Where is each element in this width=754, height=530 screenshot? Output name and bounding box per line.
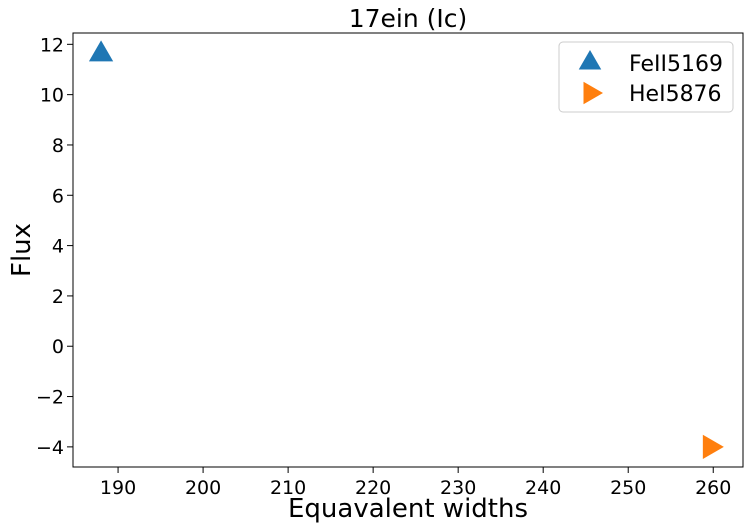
x-tick-label: 230 [440,477,476,499]
y-axis-label: Flux [7,223,37,277]
plot-frame [72,32,744,468]
legend-label-hei5876: HeI5876 [629,82,722,107]
x-tick-label: 190 [100,477,136,499]
legend-box [558,41,734,113]
x-tick-label: 260 [695,477,731,499]
data-point-hei5876 [702,434,724,459]
chart-title: 17ein (Ic) [349,4,468,33]
data-point-feii5169 [88,40,114,62]
y-tick-label: 4 [52,236,64,258]
x-tick-label: 250 [610,477,646,499]
axis-ticks: 190 200 210 220 230 240 250 260 −4 −2 0 2 4 6 8 10 12 [36,34,731,499]
y-tick-label: 6 [52,185,64,207]
legend-items: FeII5169 HeI5876 [578,50,723,107]
legend: FeII5169 HeI5876 [558,41,734,113]
y-tick-label: 10 [40,85,64,107]
y-tick-label: 8 [52,135,64,157]
x-axis-label: Equavalent widths [288,494,528,524]
data-points [88,40,724,459]
y-tick-label: −4 [36,437,64,459]
y-tick-label: 0 [52,336,64,358]
legend-marker-hei5876 [583,81,603,105]
x-tick-label: 220 [355,477,391,499]
x-tick-label: 200 [185,477,221,499]
x-tick-label: 210 [270,477,306,499]
legend-label-feii5169: FeII5169 [629,52,723,77]
x-tick-label: 240 [525,477,561,499]
legend-marker-feii5169 [578,50,602,70]
y-tick-label: −2 [36,387,64,409]
y-tick-label: 2 [52,286,64,308]
y-tick-label: 12 [40,34,64,56]
